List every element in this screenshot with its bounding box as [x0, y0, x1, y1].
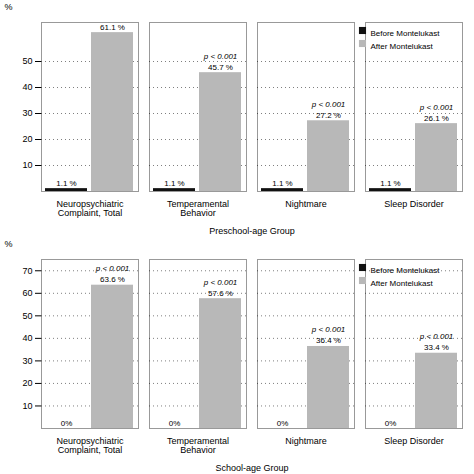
svg-text:p < 0.001: p < 0.001	[203, 52, 238, 61]
svg-text:School-age Group: School-age Group	[215, 463, 288, 473]
svg-text:Sleep Disorder: Sleep Disorder	[384, 436, 444, 446]
svg-text:10: 10	[22, 160, 32, 170]
svg-text:40: 40	[22, 333, 32, 343]
svg-text:36.4 %: 36.4 %	[316, 336, 341, 345]
svg-text:63.6 %: 63.6 %	[100, 275, 125, 284]
svg-text:p < 0.001: p < 0.001	[311, 100, 346, 109]
svg-text:0%: 0%	[61, 419, 73, 428]
svg-text:33.4 %: 33.4 %	[424, 343, 449, 352]
svg-text:61.1 %: 61.1 %	[100, 23, 125, 32]
svg-text:10: 10	[22, 401, 32, 411]
svg-text:Sleep Disorder: Sleep Disorder	[384, 199, 444, 209]
svg-text:50: 50	[22, 56, 32, 66]
svg-text:60: 60	[22, 288, 32, 298]
svg-text:0%: 0%	[169, 419, 181, 428]
svg-text:%: %	[5, 239, 13, 249]
svg-text:1.1 %: 1.1 %	[272, 179, 292, 188]
svg-text:27.2 %: 27.2 %	[316, 111, 341, 120]
svg-text:0%: 0%	[277, 419, 289, 428]
svg-text:Before Montelukast: Before Montelukast	[371, 266, 441, 275]
svg-text:p < 0.001: p < 0.001	[419, 332, 454, 341]
svg-text:70: 70	[22, 266, 32, 276]
svg-text:Nightmare: Nightmare	[285, 436, 327, 446]
svg-text:1.1 %: 1.1 %	[380, 179, 400, 188]
svg-text:20: 20	[22, 378, 32, 388]
svg-text:30: 30	[22, 108, 32, 118]
svg-text:NeuropsychiatricComplaint, Tot: NeuropsychiatricComplaint, Total	[56, 436, 124, 455]
svg-text:57.6 %: 57.6 %	[208, 289, 233, 298]
svg-text:p < 0.001: p < 0.001	[311, 325, 346, 334]
svg-text:TemperamentalBehavior: TemperamentalBehavior	[167, 436, 229, 455]
svg-text:Before Montelukast: Before Montelukast	[371, 29, 441, 38]
svg-text:After Montelukast: After Montelukast	[371, 42, 434, 51]
svg-text:0%: 0%	[385, 419, 397, 428]
svg-text:45.7 %: 45.7 %	[208, 63, 233, 72]
svg-text:Nightmare: Nightmare	[285, 199, 327, 209]
svg-text:TemperamentalBehavior: TemperamentalBehavior	[167, 199, 229, 218]
svg-text:1.1 %: 1.1 %	[56, 179, 76, 188]
svg-text:Preschool-age Group: Preschool-age Group	[209, 226, 295, 236]
svg-text:After Montelukast: After Montelukast	[371, 279, 434, 288]
svg-text:p < 0.001: p < 0.001	[95, 264, 130, 273]
svg-text:50: 50	[22, 311, 32, 321]
svg-text:p < 0.001: p < 0.001	[419, 103, 454, 112]
svg-text:40: 40	[22, 82, 32, 92]
svg-text:NeuropsychiatricComplaint, Tot: NeuropsychiatricComplaint, Total	[56, 199, 124, 218]
svg-text:20: 20	[22, 134, 32, 144]
svg-text:26.1 %: 26.1 %	[424, 114, 449, 123]
svg-text:p < 0.001: p < 0.001	[203, 278, 238, 287]
svg-text:30: 30	[22, 356, 32, 366]
svg-text:%: %	[5, 2, 13, 12]
svg-text:1.1 %: 1.1 %	[164, 179, 184, 188]
